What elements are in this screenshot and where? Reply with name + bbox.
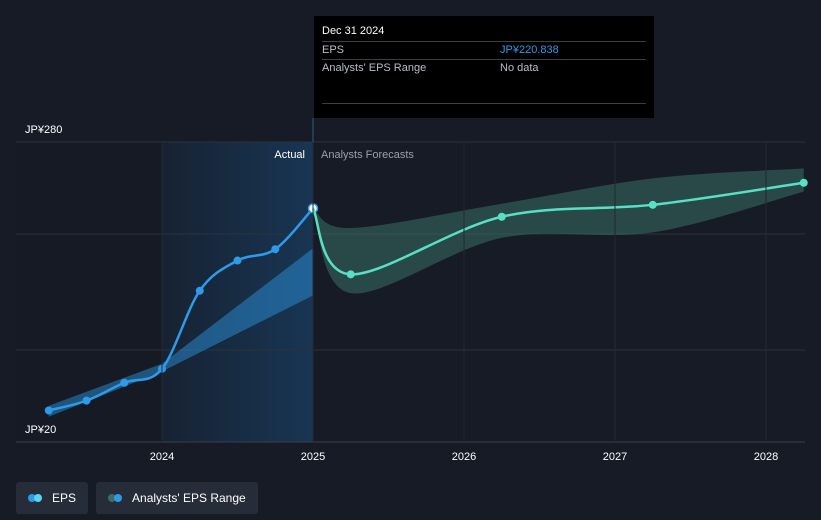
x-tick-label: 2026 (452, 451, 476, 463)
y-tick-top: JP¥280 (25, 124, 63, 136)
x-tick-label: 2027 (603, 451, 627, 463)
range-legend-icon (108, 493, 124, 503)
eps-point (82, 396, 91, 405)
eps-range-band (313, 168, 804, 294)
y-tick-bottom: JP¥20 (25, 424, 57, 436)
eps-line (48, 207, 314, 412)
legend-eps-label: EPS (52, 491, 77, 505)
tooltip-eps-label: EPS (322, 44, 345, 56)
eps-forecast-point (497, 212, 506, 221)
eps-point (44, 406, 53, 415)
eps-range-band (48, 248, 313, 417)
legend-range-label: Analysts' EPS Range (132, 491, 246, 505)
x-tick-label: 2024 (150, 451, 174, 463)
actual-region (162, 142, 313, 442)
eps-point (120, 378, 129, 387)
eps-forecast-point (346, 270, 355, 279)
eps-point (271, 245, 280, 254)
past-region (16, 142, 162, 442)
legend: EPS Analysts' EPS Range (16, 482, 258, 514)
eps-point (233, 256, 242, 265)
tooltip-date: Dec 31 2024 (322, 25, 385, 37)
legend-range[interactable]: Analysts' EPS Range (96, 482, 258, 514)
tooltip-eps-row: EPS JP¥220.838 (322, 41, 646, 59)
eps-forecast-line (311, 181, 804, 276)
eps-forecast-point (799, 178, 808, 187)
tooltip-range-label: Analysts' EPS Range (322, 62, 427, 74)
tooltip-range-value: No data (500, 62, 539, 74)
tooltip-eps-value: JP¥220.838 (500, 44, 559, 56)
legend-eps[interactable]: EPS (16, 482, 89, 514)
tooltip: Dec 31 2024 EPS JP¥220.838 Analysts' EPS… (314, 16, 654, 118)
eps-forecast-point (648, 200, 657, 209)
eps-point (195, 286, 204, 295)
x-tick-label: 2025 (301, 451, 325, 463)
tooltip-divider (322, 103, 646, 104)
tooltip-range-row: Analysts' EPS Range No data (322, 59, 646, 77)
forecast-label: Analysts Forecasts (321, 149, 414, 161)
actual-label: Actual (274, 149, 305, 161)
x-tick-label: 2028 (754, 451, 778, 463)
eps-legend-icon (28, 493, 44, 503)
